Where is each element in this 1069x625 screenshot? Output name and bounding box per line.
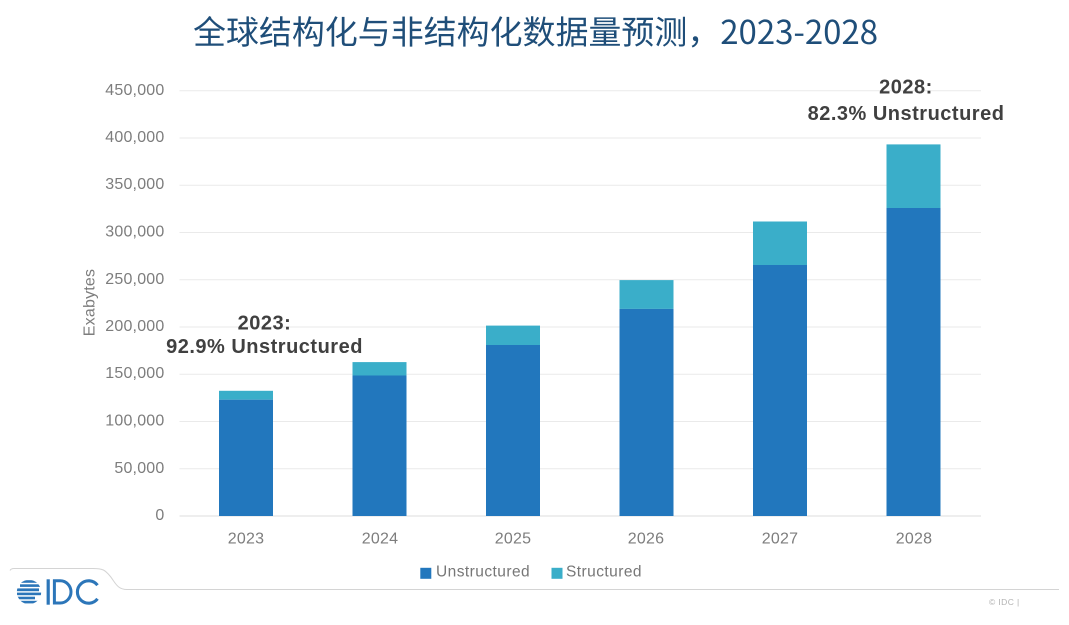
svg-text:0: 0	[155, 507, 164, 524]
svg-text:450,000: 450,000	[105, 82, 164, 99]
svg-text:82.3% Unstructured: 82.3% Unstructured	[808, 103, 1005, 125]
svg-text:© IDC |: © IDC |	[989, 597, 1020, 607]
svg-text:100,000: 100,000	[105, 413, 164, 430]
svg-text:2025: 2025	[495, 530, 531, 547]
svg-text:2023: 2023	[228, 530, 264, 547]
svg-text:2023:: 2023:	[238, 313, 292, 335]
svg-text:150,000: 150,000	[105, 365, 164, 382]
svg-text:250,000: 250,000	[105, 271, 164, 288]
svg-text:Structured: Structured	[566, 564, 642, 581]
svg-text:50,000: 50,000	[114, 460, 164, 477]
svg-text:2028: 2028	[896, 530, 932, 547]
svg-text:300,000: 300,000	[105, 224, 164, 241]
svg-text:2026: 2026	[628, 530, 664, 547]
svg-text:350,000: 350,000	[105, 176, 164, 193]
svg-text:2024: 2024	[362, 530, 398, 547]
svg-text:Unstructured: Unstructured	[436, 564, 530, 581]
svg-text:400,000: 400,000	[105, 129, 164, 146]
svg-text:2028:: 2028:	[879, 77, 933, 99]
svg-text:2027: 2027	[762, 530, 798, 547]
svg-text:92.9% Unstructured: 92.9% Unstructured	[166, 336, 363, 358]
svg-text:Exabytes: Exabytes	[82, 269, 99, 336]
svg-text:200,000: 200,000	[105, 318, 164, 335]
